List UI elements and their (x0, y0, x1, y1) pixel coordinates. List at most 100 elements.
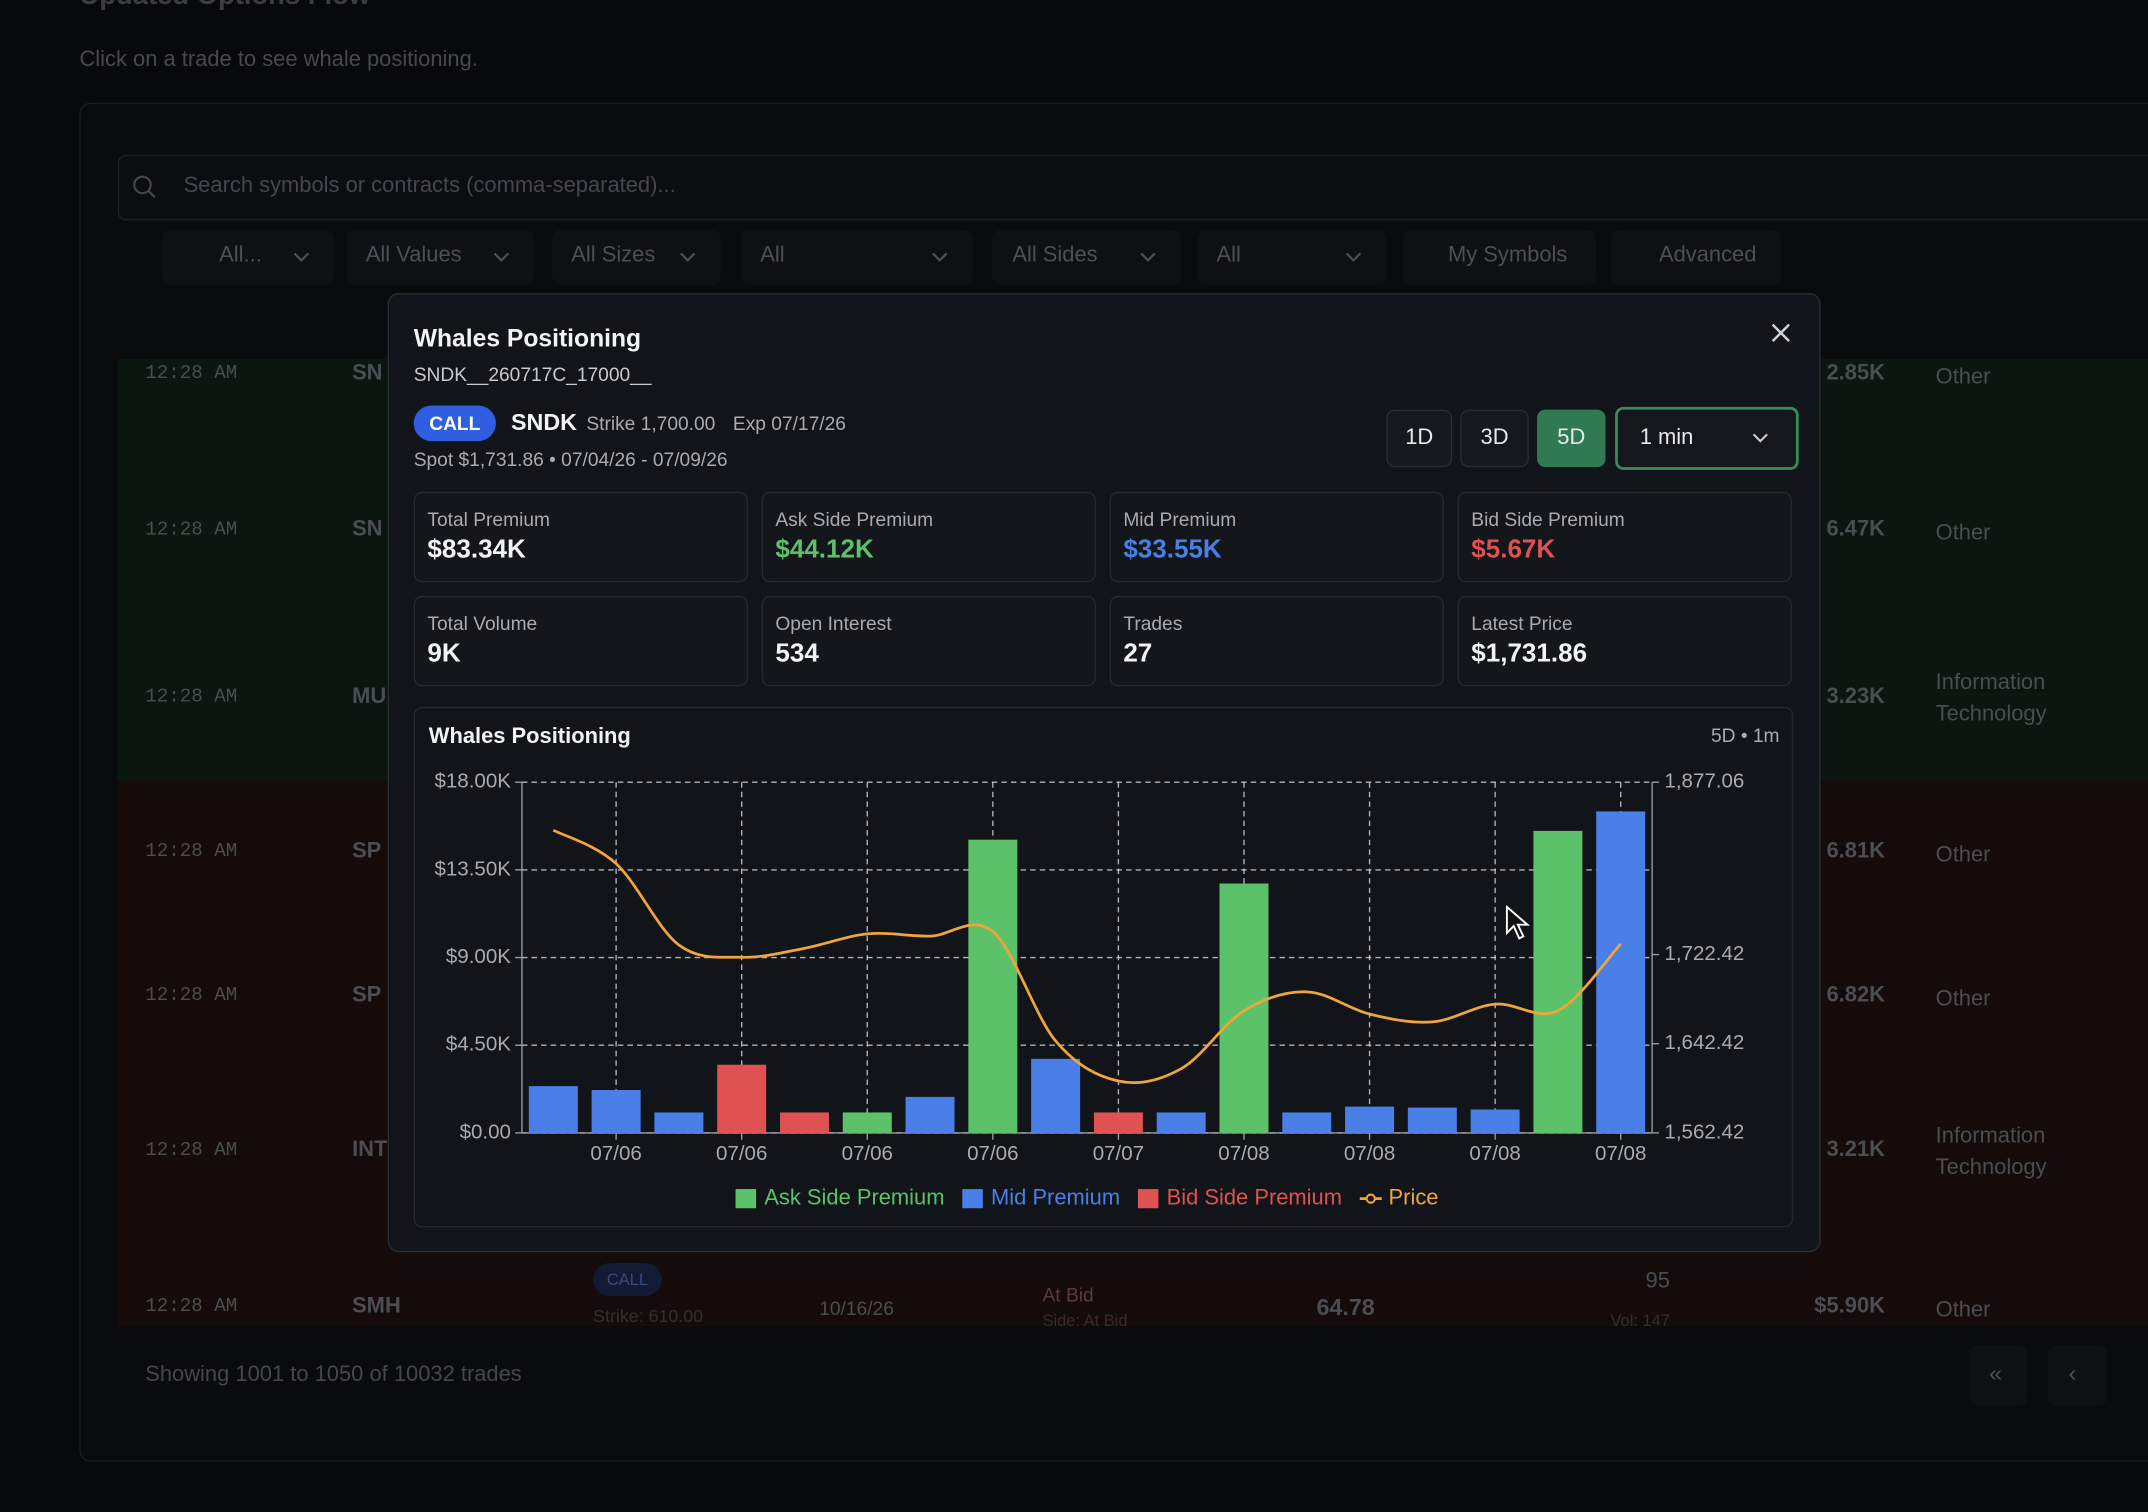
interval-label: 1 min (1639, 426, 1694, 450)
x-tick-label: 07/07 (1093, 1142, 1144, 1165)
legend-swatch (735, 1189, 757, 1209)
chart: Whales Positioning 5D • 1m $0.00 $4.50K $9.0… (429, 723, 1780, 1210)
row-sector: Other (1935, 365, 1991, 390)
row-side: At Bid (1042, 1283, 1094, 1306)
pagination-button[interactable] (2048, 1345, 2107, 1406)
search-box[interactable] (117, 154, 2148, 221)
row-symbol: SMH (352, 1294, 401, 1318)
range-button[interactable]: 1D (1386, 409, 1453, 468)
row-symbol: MU (352, 684, 387, 709)
bar (968, 839, 1018, 1133)
footer-text: Showing 1001 to 1050 of 10032 trades (145, 1363, 522, 1387)
stat-value: 9K (427, 639, 461, 669)
row-strike: Strike: 610.00 (593, 1305, 704, 1327)
legend-swatch (1137, 1189, 1159, 1209)
close-button[interactable] (1771, 323, 1790, 342)
bar (1533, 830, 1583, 1133)
stat-card (413, 491, 748, 583)
bar (1031, 1058, 1081, 1133)
row-symbol: SP (352, 839, 382, 864)
y-tick-label: $9.00K (446, 945, 511, 968)
stat-value: 534 (775, 639, 819, 669)
row-premium: 6.47K (1826, 517, 1885, 542)
bar (1470, 1109, 1520, 1133)
row-expiry: 10/16/26 (819, 1297, 894, 1320)
row-time: 12:28 AM (145, 1139, 238, 1162)
bar (1093, 1112, 1143, 1133)
bar (1219, 883, 1269, 1133)
filter-dropdown[interactable] (552, 230, 721, 285)
filter-label: All (1216, 243, 1241, 268)
row-symbol: INT (352, 1138, 388, 1162)
stat-label: Mid Premium (1123, 508, 1237, 531)
stat-value: 27 (1123, 639, 1153, 669)
chevron (1140, 252, 1156, 262)
row-time: 12:28 AM (145, 363, 238, 385)
filter-label: All Sides (1012, 243, 1098, 268)
bar (905, 1096, 955, 1133)
row-symbol: SN (352, 361, 383, 385)
filter-dropdown[interactable] (741, 230, 973, 285)
row-sector: Other (1935, 987, 1991, 1011)
x-tick-label: 07/08 (1344, 1142, 1395, 1165)
row-price: 64.78 (1316, 1294, 1375, 1321)
stat-value: $83.34K (427, 535, 526, 565)
stat-value: $44.12K (775, 535, 874, 565)
row-side-detail: Side: At Bid (1042, 1310, 1128, 1331)
y-tick-label: $0.00 (460, 1120, 511, 1143)
row-premium: 3.23K (1826, 684, 1885, 709)
chevron (680, 252, 696, 262)
filter-button[interactable] (1402, 230, 1596, 285)
range-button[interactable]: 3D (1460, 409, 1529, 468)
stat-card (761, 491, 1096, 583)
stat-label: Ask Side Premium (775, 508, 934, 531)
row-time: 12:28 AM (145, 1295, 238, 1318)
pagination-button[interactable] (1968, 1345, 2028, 1406)
legend-swatch (962, 1189, 983, 1209)
filter-label: All (760, 243, 785, 268)
chart-subtitle: 5D • 1m (1711, 726, 1779, 747)
row-symbol: SP (352, 983, 382, 1007)
filter-button[interactable] (1611, 230, 1781, 285)
bar (1156, 1112, 1206, 1133)
stat-card (1109, 595, 1444, 687)
bar (1596, 811, 1646, 1133)
legend: Ask Side Premium Mid Premium Bid Side Prem… (735, 1184, 1439, 1209)
y2-tick-label: 1,642.42 (1664, 1031, 1744, 1054)
stat-card (1109, 491, 1444, 583)
legend-label: Bid Side Premium (1167, 1184, 1342, 1209)
call-badge: CALL (413, 405, 496, 442)
x-tick-label: 07/08 (1595, 1142, 1646, 1165)
mouse-cursor (1505, 905, 1531, 940)
legend-label: Ask Side Premium (764, 1184, 944, 1209)
row-sector: Information Technology (1935, 1124, 2047, 1180)
y2-tick-label: 1,562.42 (1664, 1120, 1744, 1143)
row-size: 95 (1645, 1269, 1670, 1294)
row-premium: 6.82K (1826, 983, 1885, 1007)
interval-select[interactable] (1615, 406, 1799, 470)
filter-label: All Sizes (571, 243, 656, 268)
row-sector: Other (1935, 521, 1991, 546)
range-button[interactable]: 5D (1537, 409, 1606, 468)
y-tick-label: $13.50K (434, 857, 511, 880)
legend-marker (1365, 1193, 1376, 1204)
y2-tick-label: 1,722.42 (1664, 942, 1744, 965)
row-time: 12:28 AM (145, 984, 238, 1007)
bar (1282, 1112, 1332, 1133)
x-tick-label: 07/08 (1469, 1142, 1520, 1165)
row-sector: Other (1935, 1298, 1991, 1322)
legend-label: Price (1389, 1184, 1439, 1209)
expiry: Exp 07/17/26 (732, 412, 846, 435)
filter-label: All... (219, 243, 262, 268)
page-title: Updated Options Flow (79, 0, 370, 12)
stat-label: Bid Side Premium (1471, 508, 1625, 531)
price-line (552, 828, 1622, 1085)
modal-title: Whales Positioning (413, 324, 642, 353)
stat-label: Total Premium (427, 508, 550, 531)
row-volume: Vol: 147 (1610, 1310, 1670, 1331)
chevron (493, 252, 510, 262)
bar (591, 1090, 641, 1133)
row-premium: $5.90K (1814, 1294, 1885, 1318)
search-icon (133, 175, 156, 199)
